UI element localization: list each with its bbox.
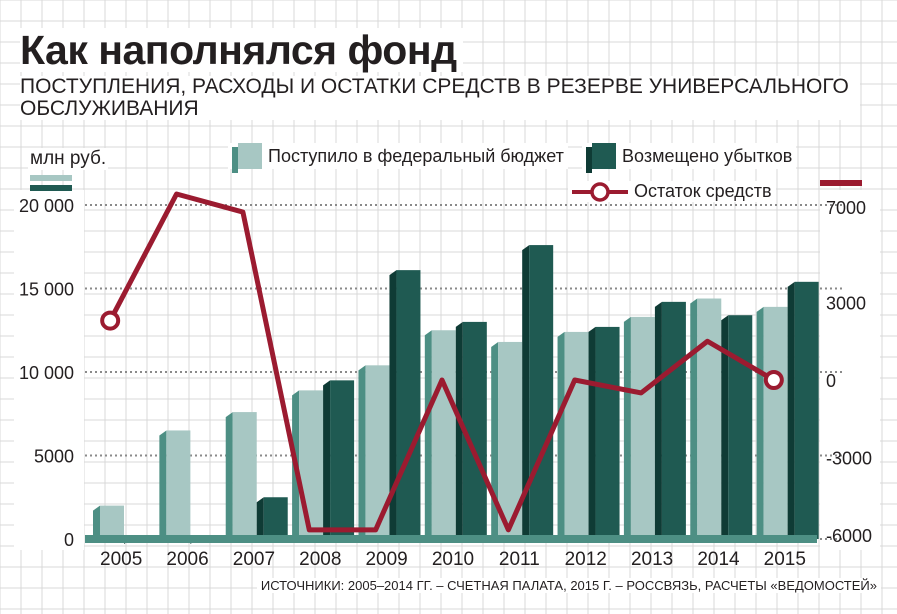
bar-compensation-side (256, 497, 264, 539)
bar-income (232, 412, 257, 539)
bar-income (100, 505, 124, 539)
y2-tick-label: 0 (826, 371, 836, 391)
bar-compensation (794, 281, 819, 539)
chart-floor (85, 535, 817, 543)
bar-income-side (159, 430, 167, 539)
legend-item-income: Поступило в федеральный бюджет (228, 143, 568, 173)
bar-compensation-side (522, 245, 530, 539)
bar-income-side (424, 330, 432, 539)
y-tick-label: 0 (64, 530, 74, 550)
axis-marker-income (30, 175, 72, 181)
x-tick-label: 2012 (565, 549, 607, 570)
bar-compensation (263, 497, 288, 539)
legend-label-income: Поступило в федеральный бюджет (268, 145, 564, 166)
bar-compensation (396, 270, 421, 539)
legend-label-compensation: Возмещено убытков (622, 145, 793, 166)
y-tick-label: 10 000 (19, 363, 74, 383)
left-axis-panel (14, 190, 84, 550)
bar-compensation-side (721, 315, 729, 539)
legend-item-compensation: Возмещено убытков (582, 143, 797, 173)
x-tick-label: 2015 (764, 549, 806, 570)
bar-income-side (225, 412, 233, 539)
bar-compensation-side (455, 321, 463, 539)
bar-income (299, 390, 324, 539)
bar-income (763, 306, 788, 539)
bar-compensation-side (588, 326, 596, 539)
x-tick-label: 2009 (365, 549, 407, 570)
bar-income (630, 316, 655, 539)
x-tick-label: 2006 (166, 549, 208, 570)
x-tick-label: 2014 (697, 549, 740, 570)
bar-income-side (756, 306, 764, 539)
bar-compensation (330, 380, 355, 539)
legend-swatch-remainder (572, 181, 628, 202)
y2-tick-label: -6000 (826, 526, 872, 546)
bar-income-side (690, 298, 698, 539)
legend-label-remainder: Остаток средств (634, 181, 772, 201)
y-axis-unit-label: млн руб. (28, 148, 109, 170)
y2-tick-label: 7000 (826, 198, 866, 218)
x-tick-label: 2007 (233, 549, 275, 570)
y-tick-label: 5000 (34, 447, 74, 467)
x-tick-label: 2013 (631, 549, 673, 570)
x-tick-label: 2011 (499, 549, 540, 570)
right-axis-panel (820, 190, 880, 550)
bar-income-side (557, 331, 565, 539)
bar-income-side (623, 316, 631, 539)
bar-income (697, 298, 722, 539)
bar-compensation (728, 315, 753, 539)
y-tick-label: 20 000 (19, 196, 74, 216)
source-note: ИСТОЧНИКИ: 2005–2014 ГГ. – СЧЕТНАЯ ПАЛАТ… (256, 578, 881, 593)
line-point-remainder (763, 370, 784, 390)
header: Как наполнялся фонд ПОСТУПЛЕНИЯ, РАСХОДЫ… (20, 28, 880, 120)
line-remainder (107, 191, 776, 533)
bar-compensation-side (323, 380, 331, 539)
legend-swatch-income (232, 143, 262, 173)
bar-income-side (93, 505, 100, 539)
y-tick-label: 15 000 (19, 280, 74, 300)
axis-marker-remainder (820, 180, 862, 186)
bar-compensation-side (654, 301, 662, 539)
x-tick-label: 2008 (299, 549, 341, 570)
bar-income (564, 331, 589, 539)
y2-tick-label: 3000 (826, 294, 866, 314)
x-tick-label: 2005 (100, 549, 142, 570)
bar-compensation-side (389, 270, 397, 539)
bar-compensation (595, 326, 620, 539)
bar-income (431, 330, 456, 539)
legend-swatch-compensation (586, 143, 616, 173)
bar-compensation-side (787, 281, 795, 539)
line-point-remainder (100, 310, 121, 331)
bar-income (365, 365, 390, 539)
bar-compensation (661, 301, 686, 539)
axis-marker-compensation (30, 185, 72, 191)
x-tick-label: 2010 (432, 549, 474, 570)
legend-item-remainder: Остаток средств (568, 181, 776, 202)
page-title: Как наполнялся фонд (20, 28, 463, 72)
bar-compensation (529, 245, 554, 539)
page-subtitle: ПОСТУПЛЕНИЯ, РАСХОДЫ И ОСТАТКИ СРЕДСТВ В… (20, 76, 860, 120)
bar-income (166, 430, 191, 539)
bar-income-side (358, 365, 366, 539)
y2-tick-label: -3000 (826, 449, 872, 469)
